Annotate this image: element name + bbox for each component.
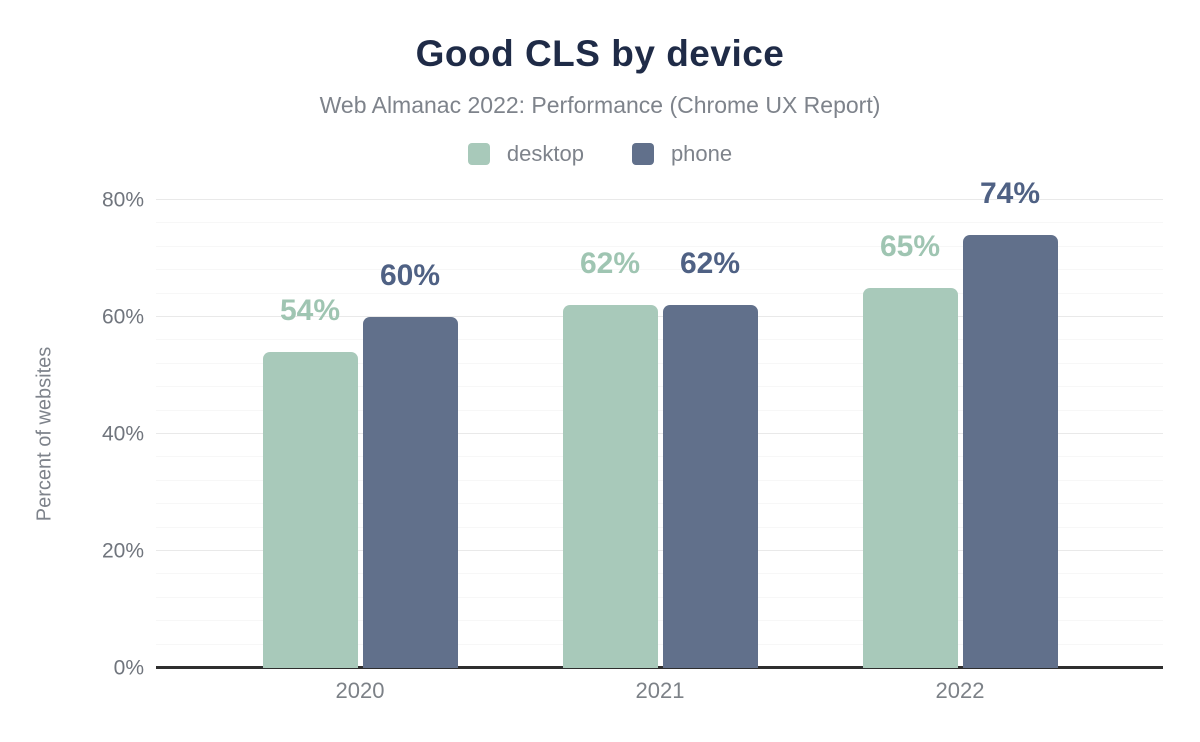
gridline-minor (156, 503, 1163, 505)
gridline-minor (156, 222, 1163, 224)
bar-value-label-phone-2022: 74% (979, 177, 1041, 211)
bar-desktop-2020 (262, 352, 358, 668)
plot-area: 54% 60% 62% 62% 65% 74% (156, 179, 1163, 669)
legend-swatch-phone (631, 143, 654, 165)
gridline-minor (156, 269, 1163, 271)
y-tick-label-0: 0% (113, 656, 144, 680)
bar-phone-2022 (962, 235, 1058, 668)
gridline-minor (156, 292, 1163, 294)
legend-label-desktop: desktop (506, 141, 584, 166)
bar-value-label-phone-2021: 62% (679, 247, 741, 281)
gridline-minor (156, 573, 1163, 575)
gridline-minor (156, 526, 1163, 528)
legend-item-desktop: desktop (467, 141, 584, 167)
x-tick-label-2022: 2022 (935, 678, 985, 703)
y-tick-label-20: 20% (101, 539, 144, 563)
gridline-minor (156, 456, 1163, 458)
chart-title: Good CLS by device (415, 33, 785, 74)
gridline-major (156, 433, 1163, 434)
y-tick-label-80: 80% (101, 188, 144, 212)
bar-phone-2020 (362, 317, 458, 668)
gridline-minor (156, 409, 1163, 411)
gridline-minor (156, 479, 1163, 481)
y-tick-label-40: 40% (101, 422, 144, 446)
legend-item-phone: phone (631, 141, 733, 167)
gridline-minor (156, 643, 1163, 645)
gridline-minor (156, 339, 1163, 341)
bar-value-label-desktop-2021: 62% (579, 247, 641, 281)
legend-swatch-desktop (467, 143, 490, 165)
bar-desktop-2021 (562, 305, 658, 668)
x-tick-label-2021: 2021 (635, 678, 685, 703)
bar-value-label-desktop-2022: 65% (879, 229, 941, 263)
y-axis-tick-labels: 0% 20% 40% 60% 80% (58, 190, 144, 679)
y-axis-title: Percent of websites (33, 346, 56, 522)
x-axis-line (156, 666, 1163, 669)
gridline-minor (156, 620, 1163, 622)
chart-legend: desktop phone (0, 141, 1200, 167)
chart-subtitle: Web Almanac 2022: Performance (Chrome UX… (319, 92, 881, 118)
gridline-minor (156, 386, 1163, 388)
gridline-minor (156, 362, 1163, 364)
bar-phone-2021 (662, 305, 758, 668)
x-tick-label-2020: 2020 (335, 678, 385, 703)
bar-desktop-2022 (862, 287, 958, 668)
bar-value-label-desktop-2020: 54% (279, 294, 341, 328)
bar-value-label-phone-2020: 60% (379, 259, 441, 292)
gridline-major (156, 550, 1163, 551)
gridline-minor (156, 245, 1163, 247)
gridline-major (156, 199, 1163, 200)
gridline-major (156, 316, 1163, 317)
y-tick-label-60: 60% (101, 305, 144, 329)
gridline-minor (156, 596, 1163, 598)
legend-label-phone: phone (670, 141, 733, 166)
